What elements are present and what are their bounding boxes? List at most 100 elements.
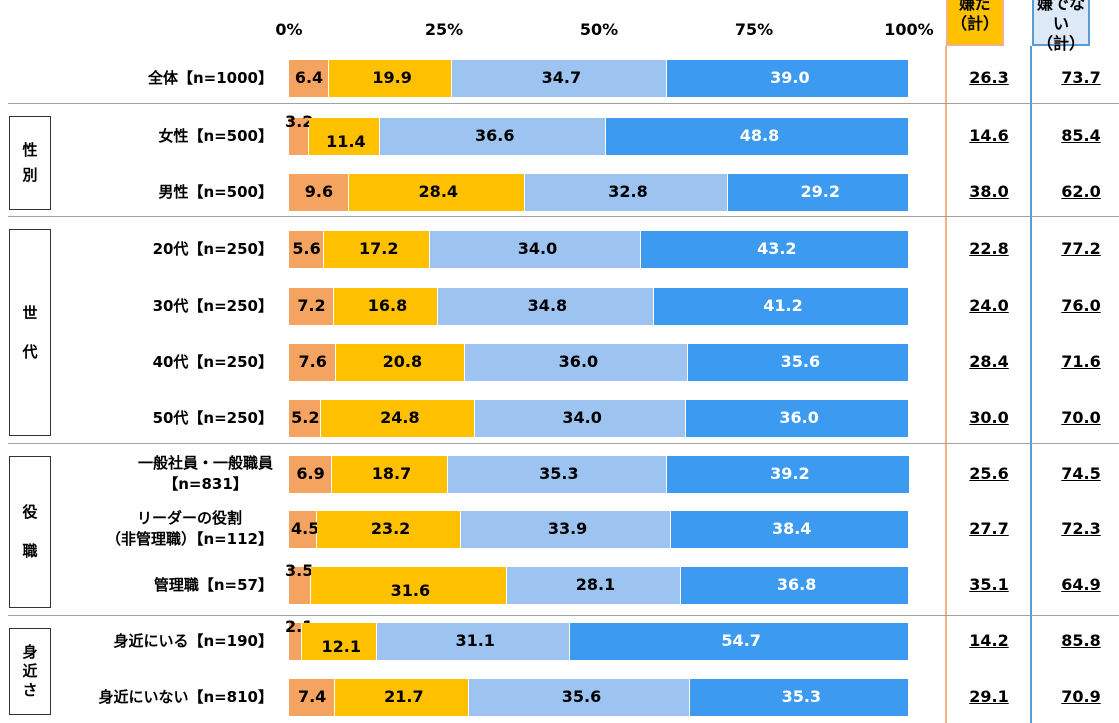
group-age-char1: 世 — [22, 303, 38, 322]
sum-not-dislike-2: 62.0 — [1061, 182, 1101, 201]
bar-segment-somewhat-not-dislike — [460, 510, 671, 548]
data-label-somewhat-dislike: 11.4 — [326, 131, 366, 151]
bar-row-0: 6.4 19.9 34.7 39.0 — [289, 59, 909, 97]
row-label-2-line-0: 男性【n=500】 — [158, 182, 273, 201]
bar-segment-very-dislike — [289, 173, 349, 211]
data-label-somewhat-dislike: 24.8 — [380, 407, 420, 427]
bar-segment-not-dislike — [670, 510, 909, 548]
group-proximity: 身 近 さ — [9, 628, 51, 715]
row-label-11: 身近にいない【n=810】 — [98, 687, 273, 708]
bar-segment-somewhat-not-dislike — [447, 455, 667, 493]
data-label-somewhat-not-dislike: 34.8 — [527, 295, 568, 315]
group-proximity-char2: 近 — [22, 662, 38, 680]
data-label-very-dislike: 5.2 — [291, 407, 320, 427]
sum-dislike-2: 38.0 — [969, 182, 1009, 201]
separator-4 — [8, 615, 1119, 616]
bar-segment-somewhat-not-dislike — [469, 678, 691, 716]
sum-dislike-7: 25.6 — [969, 464, 1009, 483]
data-label-not-dislike: 54.7 — [721, 630, 761, 650]
bar-segment-somewhat-not-dislike — [506, 566, 681, 604]
x-tick-100: 100% — [884, 20, 934, 39]
data-label-somewhat-dislike: 17.2 — [359, 238, 399, 258]
bar-segment-very-dislike — [289, 622, 303, 660]
separator-1 — [8, 103, 1119, 104]
bar-segment-somewhat-dislike — [323, 230, 431, 268]
bar-segment-not-dislike — [727, 173, 909, 211]
row-label-11-line-0: 身近にいない【n=810】 — [98, 687, 273, 706]
bar-segment-somewhat-dislike — [348, 173, 525, 211]
bar-segment-somewhat-dislike — [302, 622, 378, 660]
bar-row-5: 7.6 20.8 36.0 35.6 — [289, 343, 909, 381]
sum-dislike-4: 24.0 — [969, 296, 1009, 315]
group-proximity-char1: 身 — [22, 643, 38, 661]
data-label-very-dislike: 5.6 — [292, 238, 321, 258]
data-label-somewhat-not-dislike: 36.6 — [474, 125, 515, 145]
sum-not-dislike-6: 70.0 — [1061, 408, 1101, 427]
data-label-somewhat-not-dislike: 36.0 — [558, 351, 599, 371]
bar-segment-somewhat-dislike — [328, 59, 453, 97]
bar-row-2: 9.6 28.4 32.8 29.2 — [289, 173, 909, 211]
bar-segment-somewhat-dislike — [331, 455, 448, 493]
group-age: 世 代 — [9, 229, 51, 436]
group-gender: 性 別 — [9, 116, 51, 210]
data-label-not-dislike: 38.4 — [771, 518, 812, 538]
data-label-very-dislike: 3.5 — [285, 560, 314, 580]
header-not-dislike-total: 嫌でない （計） — [1032, 0, 1090, 53]
data-label-not-dislike: 35.3 — [781, 686, 822, 706]
group-gender-char1: 性 — [22, 141, 38, 159]
row-label-7: 一般社員・一般職員 【n=831】 — [138, 453, 273, 495]
data-label-somewhat-not-dislike: 34.7 — [541, 67, 582, 87]
sum-not-dislike-1: 85.4 — [1061, 126, 1101, 145]
row-label-0-line-0: 全体【n=1000】 — [148, 68, 273, 87]
row-label-1: 女性【n=500】 — [158, 126, 273, 147]
row-label-2: 男性【n=500】 — [158, 182, 273, 203]
row-label-7-line-0: 一般社員・一般職員 — [137, 454, 273, 472]
data-label-not-dislike: 41.2 — [763, 295, 803, 315]
sum-dislike-11: 29.1 — [969, 687, 1009, 706]
x-tick-25: 25% — [424, 20, 464, 39]
bar-segment-very-dislike — [289, 566, 311, 604]
bar-segment-very-dislike — [289, 59, 329, 97]
bar-segment-not-dislike — [569, 622, 909, 660]
bar-segment-very-dislike — [289, 678, 335, 716]
x-tick-0: 0% — [275, 20, 303, 39]
row-label-3: 20代【n=250】 — [153, 239, 273, 260]
group-position-char2: 職 — [22, 542, 38, 560]
bar-row-9: 3.5 31.6 28.1 36.8 — [285, 561, 909, 604]
row-label-8-line-0: リーダーの役割 — [136, 509, 242, 527]
row-label-8-line-1: （非管理職）【n=112】 — [105, 530, 273, 548]
row-label-4: 30代【n=250】 — [153, 296, 273, 317]
data-label-somewhat-dislike: 23.2 — [370, 518, 411, 538]
sum-dislike-3: 22.8 — [969, 239, 1009, 258]
sum-not-dislike-9: 64.9 — [1061, 575, 1101, 594]
row-label-5-line-0: 40代【n=250】 — [152, 352, 273, 371]
bar-row-7: 6.9 18.7 35.3 39.2 — [289, 455, 910, 493]
bar-segment-somewhat-dislike — [321, 399, 475, 437]
row-label-6: 50代【n=250】 — [153, 408, 273, 429]
group-age-char2: 代 — [22, 342, 38, 361]
bar-segment-somewhat-dislike — [308, 117, 380, 155]
sum-not-dislike-7: 74.5 — [1061, 464, 1101, 483]
bar-segment-somewhat-dislike — [334, 678, 470, 716]
divider-blue — [1030, 46, 1032, 723]
data-label-somewhat-dislike: 28.4 — [418, 181, 459, 201]
bar-segment-not-dislike — [606, 117, 909, 155]
data-label-not-dislike: 39.0 — [770, 67, 810, 87]
data-label-not-dislike: 48.8 — [739, 125, 780, 145]
sum-dislike-8: 27.7 — [969, 519, 1009, 538]
sum-dislike-9: 35.1 — [969, 575, 1009, 594]
header-dislike-line1: 嫌だ — [958, 0, 991, 13]
bar-row-3: 5.6 17.2 34.0 43.2 — [289, 230, 909, 268]
data-label-somewhat-not-dislike: 32.8 — [608, 181, 648, 201]
data-label-not-dislike: 43.2 — [757, 238, 797, 258]
sum-not-dislike-8: 72.3 — [1061, 519, 1101, 538]
sum-not-dislike-11: 70.9 — [1061, 687, 1101, 706]
sum-dislike-10: 14.2 — [969, 631, 1009, 650]
row-label-4-line-0: 30代【n=250】 — [152, 296, 273, 315]
bar-segment-somewhat-dislike — [336, 343, 466, 381]
bar-segment-somewhat-dislike — [310, 566, 507, 604]
header-dislike-line2: （計） — [950, 14, 999, 33]
bar-segment-very-dislike — [289, 455, 332, 493]
data-label-not-dislike: 35.6 — [780, 351, 821, 371]
bar-row-1: 3.2 11.4 36.6 48.8 — [285, 112, 909, 155]
